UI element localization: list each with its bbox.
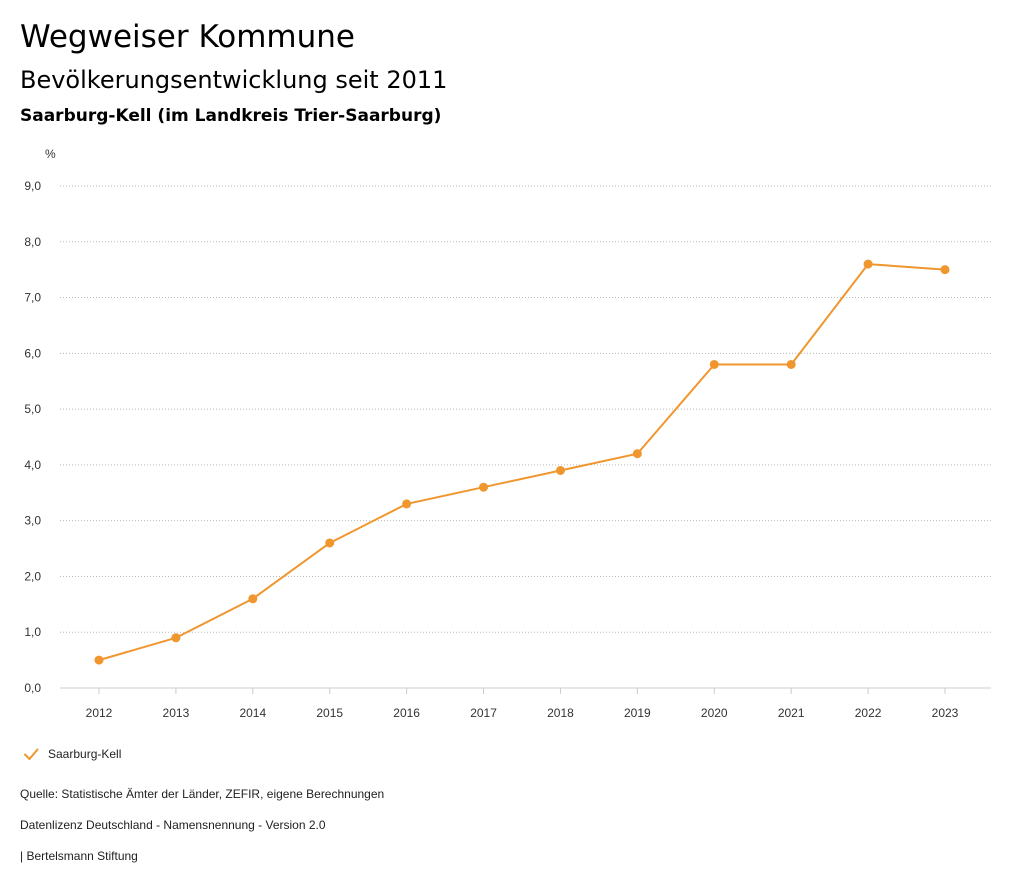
x-tick-label: 2014 <box>239 706 266 720</box>
data-point[interactable] <box>863 259 873 269</box>
series-points <box>94 259 950 665</box>
checkmark-icon <box>24 748 39 760</box>
chart-subtitle: Bevölkerungsentwicklung seit 2011 <box>20 66 448 94</box>
data-point[interactable] <box>171 633 181 643</box>
data-point[interactable] <box>402 499 412 509</box>
x-tick-label: 2015 <box>316 706 343 720</box>
x-tick-label: 2023 <box>932 706 959 720</box>
y-tick-label: 1,0 <box>24 625 41 639</box>
y-tick-label: 4,0 <box>24 458 41 472</box>
axes <box>60 687 991 694</box>
y-tick-label: 2,0 <box>24 569 41 583</box>
y-tick-label: 9,0 <box>24 179 41 193</box>
x-tick-label: 2021 <box>778 706 805 720</box>
legend-item-saarburg-kell[interactable]: Saarburg-Kell <box>22 744 121 764</box>
x-tick-label: 2012 <box>86 706 113 720</box>
data-point[interactable] <box>786 359 796 369</box>
gridlines <box>60 185 991 633</box>
y-axis-tick-labels: 0,0 1,0 2,0 3,0 4,0 5,0 6,0 7,0 8,0 9,0 <box>24 179 41 695</box>
credit-link[interactable]: | Bertelsmann Stiftung <box>20 849 138 863</box>
data-point[interactable] <box>479 482 489 492</box>
x-tick-label: 2018 <box>547 706 574 720</box>
license-note: Datenlizenz Deutschland - Namensnennung … <box>20 818 326 832</box>
x-tick-label: 2019 <box>624 706 651 720</box>
data-point[interactable] <box>248 594 258 604</box>
y-tick-label: 3,0 <box>24 514 41 528</box>
y-tick-label: 7,0 <box>24 291 41 305</box>
x-tick-label: 2013 <box>163 706 190 720</box>
x-tick-label: 2022 <box>855 706 882 720</box>
region-label: Saarburg-Kell (im Landkreis Trier-Saarbu… <box>20 106 442 126</box>
y-axis-unit-label: % <box>45 147 56 161</box>
series-lines <box>98 263 946 662</box>
source-note: Quelle: Statistische Ämter der Länder, Z… <box>20 787 385 801</box>
chart-title: Wegweiser Kommune <box>20 19 355 55</box>
x-tick-label: 2017 <box>470 706 497 720</box>
data-point[interactable] <box>940 265 950 275</box>
y-tick-label: 0,0 <box>24 681 41 695</box>
y-tick-label: 8,0 <box>24 235 41 249</box>
data-point[interactable] <box>555 465 565 475</box>
y-tick-label: 6,0 <box>24 346 41 360</box>
data-point[interactable] <box>632 449 642 459</box>
line-chart: 0,01,02,03,04,05,06,07,08,09,0 2012 2013 2… <box>24 147 991 720</box>
x-axis-tick-labels: 2012 2013 2014 2015 2016 2017 2018 2019 2020 2021… <box>86 706 959 720</box>
x-tick-label: 2016 <box>393 706 420 720</box>
data-point[interactable] <box>709 359 719 369</box>
series-line-saarburg-kell <box>98 263 946 662</box>
data-point[interactable] <box>94 655 104 665</box>
legend-label: Saarburg-Kell <box>48 747 122 761</box>
y-tick-label: 5,0 <box>24 402 41 416</box>
data-point[interactable] <box>325 538 335 548</box>
x-tick-label: 2020 <box>701 706 728 720</box>
